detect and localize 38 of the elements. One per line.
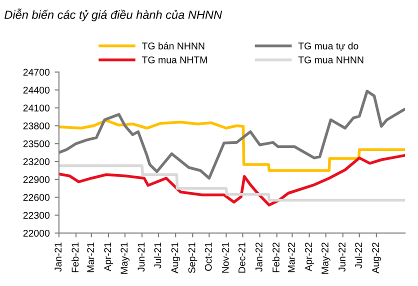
x-tick-label: May-21 [120,242,130,274]
x-tick-label: Jan-21 [54,242,62,272]
y-tick-label: 23800 [23,122,50,130]
legend-label: TG mua NHNN [298,56,364,64]
line-series [58,154,406,206]
x-tick-label: Aug-22 [372,242,381,274]
x-tick-label: Jul-22 [354,242,362,268]
x-tick-label: Jun-21 [138,242,145,272]
legend-label: TG mua tự do [298,42,358,51]
y-tick-label: 22900 [23,176,50,184]
x-tick-label: May-22 [322,242,330,274]
y-tick-label: 24400 [23,86,50,94]
y-tick-label: 22300 [23,212,50,219]
x-tick-label: Mar-22 [288,242,295,272]
legend-label: TG mua NHTM [142,56,207,64]
x-tick-label: Jan-22 [256,242,262,272]
y-tick-label: 23200 [23,158,50,166]
chart-title: Diễn biến các tỷ giá điều hành của NHNN [4,8,222,22]
x-tick-label: Dec-21 [238,242,246,273]
x-tick-label: Nov-21 [222,242,229,273]
x-tick-label: Feb-21 [71,242,79,272]
x-tick-label: Apr-22 [305,242,314,272]
x-tick-label: Feb-22 [272,242,280,272]
y-tick-label: 23500 [23,140,50,148]
x-tick-label: Aug-21 [171,242,180,274]
y-tick-label: 22000 [23,230,50,237]
line-series [58,164,406,202]
x-tick-label: Sep-21 [188,242,198,274]
legend-label: TG bán NHNN [142,42,204,50]
x-tick-label: Mar-21 [87,242,94,272]
line-series [58,118,406,172]
x-tick-label: Jun-22 [338,242,346,272]
y-tick-label: 24700 [23,68,50,76]
x-tick-label: Jul-21 [154,242,162,268]
x-tick-label: Apr-21 [104,242,113,272]
y-tick-label: 22600 [23,194,50,201]
x-tick-label: Oct-21 [204,242,212,271]
y-tick-label: 24100 [23,104,50,112]
